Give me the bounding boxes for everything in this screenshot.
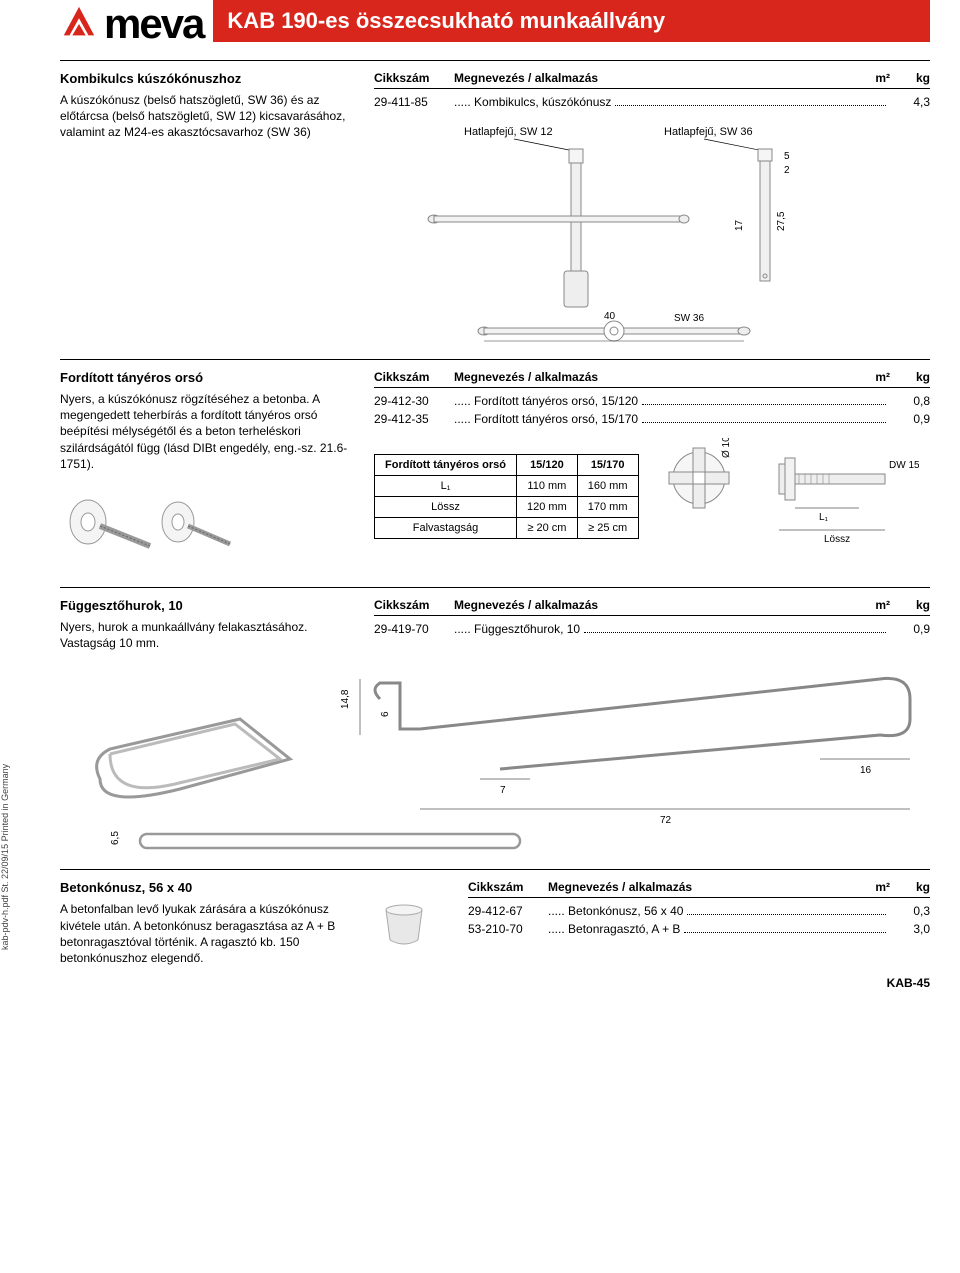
col-code: Cikkszám — [374, 71, 454, 85]
cell-name: Kombikulcs, kúszókónusz — [474, 93, 611, 111]
dimension-table: Fordított tányéros orsó 15/120 15/170 L₁… — [374, 454, 639, 539]
product-title: Függesztőhurok, 10 — [60, 598, 350, 613]
col-name: Megnevezés / alkalmazás — [454, 71, 850, 85]
page-title: KAB 190-es összecsukható munkaállvány — [213, 0, 930, 42]
svg-text:27,5: 27,5 — [776, 211, 787, 231]
label-hex12: Hatlapfejű, SW 12 — [464, 126, 553, 138]
page-header: meva KAB 190-es összecsukható munkaállvá… — [60, 0, 930, 48]
table-head: 15/120 — [517, 455, 578, 476]
label-d6: 6 — [380, 711, 391, 717]
section-betonkonusz: Betonkónusz, 56 x 40 A betonfalban levő … — [60, 880, 930, 966]
svg-text:2: 2 — [784, 165, 790, 176]
label-d72: 72 — [660, 815, 672, 826]
divider — [60, 587, 930, 588]
diagram-orso-right: Ø 10 DW 15 L₁ — [659, 438, 919, 571]
label-d10: Ø 10 — [721, 438, 732, 458]
label-d148: 14,8 — [340, 689, 351, 709]
spec-header: Cikkszám Megnevezés / alkalmazás m² kg — [468, 880, 930, 898]
spec-header: Cikkszám Megnevezés / alkalmazás m² kg — [374, 370, 930, 388]
product-title: Betonkónusz, 56 x 40 — [60, 880, 350, 895]
table-head: Fordított tányéros orsó — [375, 455, 517, 476]
product-desc: Nyers, hurok a munkaállvány felakasztásá… — [60, 619, 350, 651]
spec-row: 29-412-67 ..... Betonkónusz, 56 x 40 0,3 — [468, 902, 930, 920]
product-desc: A betonfalban levő lyukak zárására a kús… — [60, 901, 350, 966]
label-d65: 6,5 — [110, 831, 121, 845]
spec-row: 29-411-85 ..... Kombikulcs, kúszókónusz … — [374, 93, 930, 111]
diagram-hurok: 14,8 6 7 16 72 6,5 — [60, 659, 930, 859]
svg-text:17: 17 — [734, 219, 745, 231]
section-orso: Fordított tányéros orsó Nyers, a kúszókó… — [60, 370, 930, 579]
diagram-orso-left — [60, 486, 350, 579]
spec-row: 29-412-35 ..... Fordított tányéros orsó,… — [374, 410, 930, 428]
product-desc: Nyers, a kúszókónusz rögzítéséhez a beto… — [60, 391, 350, 472]
svg-text:5: 5 — [784, 151, 790, 162]
spec-row: 29-419-70 ..... Függesztőhurok, 10 0,9 — [374, 620, 930, 638]
col-kg: kg — [890, 71, 930, 85]
spec-row: 29-412-30 ..... Fordított tányéros orsó,… — [374, 392, 930, 410]
product-desc: A kúszókónusz (belső hatszögletű, SW 36)… — [60, 92, 350, 141]
divider — [60, 869, 930, 870]
label-d7: 7 — [500, 785, 506, 796]
section-kombikulcs: Kombikulcs kúszókónuszhoz A kúszókónusz … — [60, 71, 930, 351]
brand-name: meva — [104, 0, 203, 48]
section-hurok: Függesztőhurok, 10 Nyers, hurok a munkaá… — [60, 598, 930, 651]
diagram-kombikulcs: Hatlapfejű, SW 12 Hatlapfejű, SW 36 — [374, 121, 930, 351]
label-hex36: Hatlapfejű, SW 36 — [664, 126, 753, 138]
spec-header: Cikkszám Megnevezés / alkalmazás m² kg — [374, 71, 930, 89]
label-dw15: DW 15 — [889, 460, 919, 471]
brand-logo: meva — [60, 0, 203, 48]
cell-code: 29-411-85 — [374, 93, 454, 111]
label-lossz: Lössz — [824, 534, 850, 545]
svg-text:40: 40 — [604, 311, 616, 322]
label-d16: 16 — [860, 765, 872, 776]
diagram-cone — [374, 880, 444, 966]
page-number: KAB-45 — [60, 976, 930, 990]
product-title: Kombikulcs kúszókónuszhoz — [60, 71, 350, 86]
divider — [60, 60, 930, 61]
print-note: kab-pdv-h.pdf St. 22/09/15 Printed in Ge… — [0, 764, 10, 950]
divider — [60, 359, 930, 360]
spec-row: 53-210-70 ..... Betonragasztó, A + B 3,0 — [468, 920, 930, 938]
label-l1: L₁ — [819, 512, 829, 523]
logo-icon — [60, 5, 98, 43]
product-title: Fordított tányéros orsó — [60, 370, 350, 385]
cell-kg: 4,3 — [890, 93, 930, 111]
col-m2: m² — [850, 71, 890, 85]
spec-header: Cikkszám Megnevezés / alkalmazás m² kg — [374, 598, 930, 616]
svg-text:SW 36: SW 36 — [674, 313, 704, 324]
table-head: 15/170 — [577, 455, 638, 476]
